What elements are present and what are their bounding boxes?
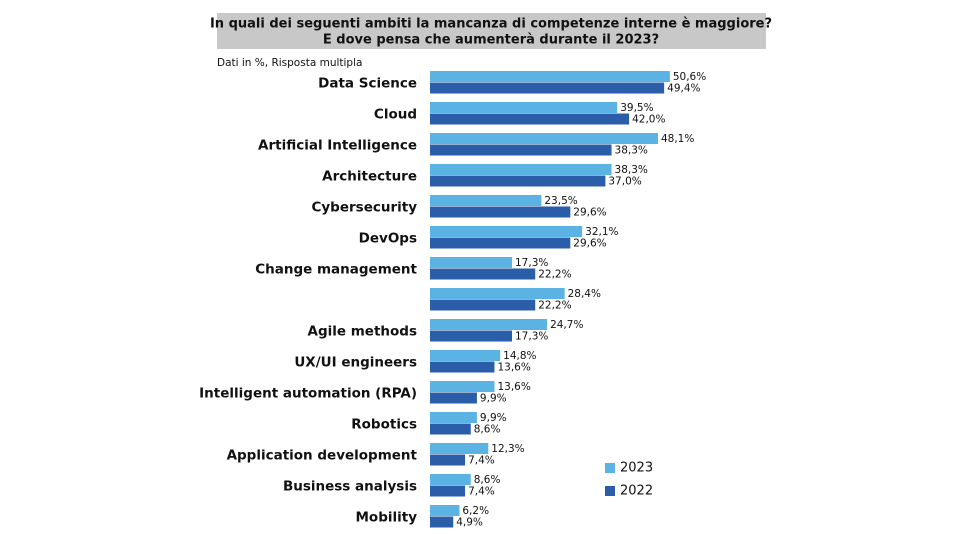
value-label: 48,1% xyxy=(661,133,694,145)
bar xyxy=(430,319,548,330)
value-label: 50,6% xyxy=(673,71,706,83)
value-label: 13,6% xyxy=(497,361,530,373)
bar xyxy=(430,268,536,280)
bar xyxy=(430,175,606,187)
bar xyxy=(430,206,571,218)
category-label: UX/UI engineers xyxy=(294,355,417,371)
category-label: Architecture xyxy=(322,169,417,185)
bar xyxy=(430,195,542,206)
value-label: 8,6% xyxy=(474,474,501,486)
category-label: Robotics xyxy=(351,417,417,433)
bar xyxy=(430,144,612,156)
value-label: 17,3% xyxy=(515,330,548,342)
bar xyxy=(430,454,466,466)
bar xyxy=(430,423,471,435)
legend-label: 2023 xyxy=(620,461,653,476)
title-box xyxy=(217,13,766,49)
value-label: 17,3% xyxy=(515,257,548,269)
subtitle: Dati in %, Risposta multipla xyxy=(217,57,362,69)
category-label: Agile methods xyxy=(308,324,417,340)
bar xyxy=(430,361,495,373)
value-label: 22,2% xyxy=(538,268,571,280)
value-label: 24,7% xyxy=(550,319,583,331)
bar xyxy=(430,133,658,144)
value-label: 12,3% xyxy=(491,443,524,455)
value-label: 49,4% xyxy=(667,82,700,94)
category-label: Cybersecurity xyxy=(311,200,417,216)
value-label: 38,3% xyxy=(615,144,648,156)
value-label: 38,3% xyxy=(615,164,648,176)
value-label: 42,0% xyxy=(632,113,665,125)
bar xyxy=(430,330,513,342)
value-label: 32,1% xyxy=(585,226,618,238)
category-label: Application development xyxy=(227,448,418,464)
value-label: 7,4% xyxy=(468,454,495,466)
value-label: 23,5% xyxy=(544,195,577,207)
value-label: 9,9% xyxy=(480,392,507,404)
bar xyxy=(430,350,501,361)
bar xyxy=(430,474,471,485)
category-label: Artificial Intelligence xyxy=(258,138,417,154)
bar xyxy=(430,485,466,497)
bar xyxy=(430,102,618,113)
chart-title: E dove pensa che aumenterà durante il 20… xyxy=(323,33,659,48)
bar xyxy=(430,82,665,94)
value-label: 13,6% xyxy=(497,381,530,393)
value-label: 14,8% xyxy=(503,350,536,362)
bar xyxy=(430,226,583,237)
category-label: Business analysis xyxy=(283,479,417,495)
value-label: 29,6% xyxy=(573,237,606,249)
bar xyxy=(430,443,489,454)
bar xyxy=(430,288,565,299)
bar xyxy=(430,381,495,392)
category-label: Data Science xyxy=(318,76,417,92)
category-label: Change management xyxy=(255,262,417,278)
value-label: 22,2% xyxy=(538,299,571,311)
bar xyxy=(430,392,477,404)
legend-swatch xyxy=(605,463,615,473)
legend-swatch xyxy=(605,486,615,496)
legend-label: 2022 xyxy=(620,484,653,499)
bar xyxy=(430,516,454,528)
bar xyxy=(430,113,630,125)
bar xyxy=(430,412,477,423)
value-label: 7,4% xyxy=(468,485,495,497)
value-label: 39,5% xyxy=(620,102,653,114)
value-label: 6,2% xyxy=(462,505,489,517)
bar xyxy=(430,164,612,175)
bar xyxy=(430,299,536,311)
category-label: Mobility xyxy=(355,510,417,526)
bar xyxy=(430,237,571,249)
value-label: 4,9% xyxy=(456,516,483,528)
bar xyxy=(430,505,460,516)
bar xyxy=(430,71,670,82)
category-label: Intelligent automation (RPA) xyxy=(199,386,417,402)
category-label: DevOps xyxy=(359,231,417,247)
value-label: 37,0% xyxy=(608,175,641,187)
value-label: 9,9% xyxy=(480,412,507,424)
value-label: 29,6% xyxy=(573,206,606,218)
chart-title: In quali dei seguenti ambiti la mancanza… xyxy=(210,17,772,32)
category-label: Cloud xyxy=(374,107,417,123)
value-label: 8,6% xyxy=(474,423,501,435)
bar xyxy=(430,257,513,268)
value-label: 28,4% xyxy=(568,288,601,300)
